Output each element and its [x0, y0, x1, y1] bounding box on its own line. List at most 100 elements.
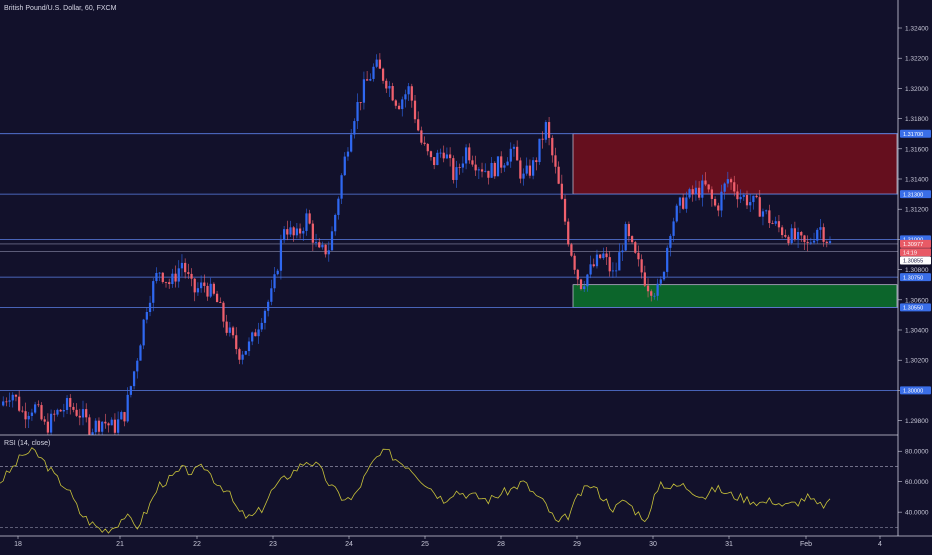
candle-body: [324, 244, 327, 255]
candle-body: [563, 198, 567, 222]
price-tick-label: 1.32000: [905, 86, 929, 93]
candle-body: [551, 137, 554, 156]
low-price-tag: 1.30855: [903, 259, 923, 265]
candle-body: [314, 242, 318, 244]
candle-body: [745, 195, 749, 206]
candle-body: [583, 286, 586, 290]
candle-body: [768, 210, 771, 224]
candle-body: [27, 415, 30, 420]
candle-body: [120, 412, 123, 420]
candle-body: [145, 311, 148, 320]
candle-body: [346, 151, 350, 157]
candle-body: [653, 295, 656, 297]
candle-body: [790, 228, 793, 244]
candle-body: [164, 281, 168, 283]
candle-body: [420, 130, 423, 143]
candle-body: [155, 272, 158, 282]
line-price-tag-1-bg: [900, 190, 931, 199]
candle-body: [365, 79, 369, 81]
candle-body: [37, 404, 40, 406]
candle-body: [624, 224, 627, 251]
candle-body: [426, 143, 429, 152]
candle-body: [91, 432, 94, 435]
candle-body: [302, 230, 305, 234]
candle-body: [196, 288, 200, 293]
candle-body: [53, 413, 56, 415]
candle-body: [646, 285, 650, 292]
candle-body: [464, 147, 468, 164]
time-tick-label: 4: [878, 541, 882, 548]
line-price-tag-5-bg: [900, 386, 931, 395]
candle-body: [168, 282, 171, 284]
candle-body: [203, 282, 206, 286]
rsi-tick-label: 60.0000: [905, 479, 929, 486]
candle-body: [81, 409, 85, 418]
candle-body: [190, 273, 193, 279]
candle-body: [787, 236, 790, 244]
time-tick-label: 21: [116, 541, 124, 548]
candle-body: [522, 173, 525, 179]
time-axis[interactable]: 18 21 22 23 24 25 28 29 30 31 Feb 4: [14, 536, 882, 548]
candle-body: [500, 156, 503, 168]
line-price-tag-3: 1.30750: [903, 275, 923, 281]
candle-body: [531, 160, 535, 176]
candle-body: [286, 229, 289, 235]
candle-body: [56, 409, 59, 415]
candle-body: [713, 198, 717, 206]
candle-body: [742, 195, 745, 197]
candle-body: [334, 214, 337, 232]
candle-body: [177, 268, 180, 282]
candle-body: [640, 259, 643, 273]
candle-body: [40, 405, 43, 420]
candle-body: [375, 59, 378, 67]
candle-body: [251, 332, 254, 342]
rsi-legend[interactable]: RSI (14, close): [4, 440, 51, 447]
candle-body: [397, 105, 401, 110]
candle-body: [602, 253, 605, 259]
candle-body: [672, 221, 675, 236]
time-tick-label: 23: [269, 541, 277, 548]
candle-body: [318, 242, 321, 248]
countdown-tag-bg: [900, 248, 931, 257]
candle-body: [656, 283, 659, 296]
candle-body: [739, 196, 742, 200]
candle-body: [471, 160, 474, 165]
candle-body: [235, 335, 238, 350]
candle-body: [758, 197, 761, 217]
price-tick-label: 1.31600: [905, 146, 929, 153]
candle-body: [378, 59, 382, 69]
candle-body: [812, 240, 816, 243]
candle-body: [305, 213, 308, 231]
candle-body: [340, 175, 343, 199]
candle-body: [809, 242, 812, 244]
candle-body: [461, 163, 465, 168]
candle-body: [570, 244, 573, 256]
candle-body: [372, 66, 375, 79]
candle-body: [796, 231, 800, 240]
candle-body: [634, 242, 637, 253]
candle-body: [337, 198, 340, 215]
candle-body: [477, 169, 480, 171]
rsi-tick-label: 80.0000: [905, 449, 929, 456]
candle-body: [273, 274, 276, 289]
symbol-legend[interactable]: British Pound/U.S. Dollar, 60, FXCM: [4, 5, 117, 12]
candle-body: [413, 100, 417, 120]
candle-body: [662, 271, 666, 280]
time-tick-label: 28: [497, 541, 505, 548]
candle-body: [247, 341, 251, 352]
candle-body: [576, 269, 579, 280]
candle-body: [669, 235, 672, 248]
rsi-line: [0, 447, 831, 534]
candle-body: [707, 184, 710, 190]
candle-body: [199, 282, 203, 289]
rsi-layer: [0, 447, 898, 534]
candle-body: [209, 283, 212, 297]
candle-body: [637, 252, 640, 260]
candle-body: [184, 262, 187, 273]
price-tick-label: 1.30600: [905, 297, 929, 304]
candle-body: [717, 205, 720, 211]
time-tick-label: 22: [193, 541, 201, 548]
rsi-axis[interactable]: 80.0000 60.0000 40.0000: [898, 449, 929, 517]
